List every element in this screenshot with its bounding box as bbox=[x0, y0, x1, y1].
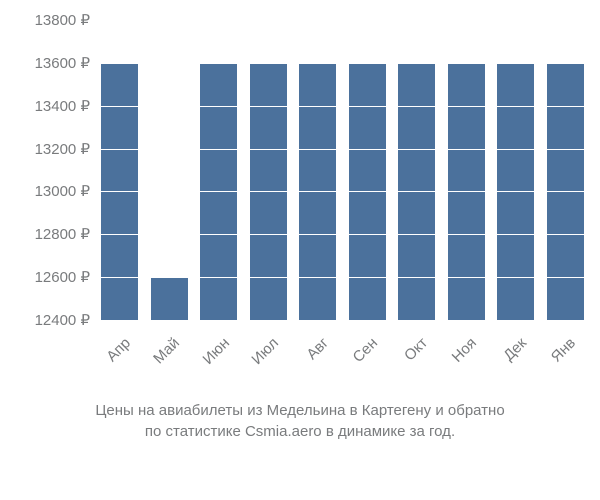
x-tick-label: Янв bbox=[539, 334, 579, 374]
bar bbox=[151, 277, 188, 320]
gridline bbox=[95, 149, 590, 150]
gridline bbox=[95, 277, 590, 278]
y-tick-label: 12800 ₽ bbox=[35, 225, 90, 243]
x-tick-label: Дек bbox=[489, 334, 529, 374]
plot-area bbox=[95, 20, 590, 320]
gridline bbox=[95, 63, 590, 64]
y-tick-label: 12400 ₽ bbox=[35, 311, 90, 329]
x-tick-label: Апр bbox=[93, 334, 133, 374]
y-tick-label: 13800 ₽ bbox=[35, 11, 90, 29]
price-bar-chart: 12400 ₽ 12600 ₽ 12800 ₽ 13000 ₽ 13200 ₽ 13400… bbox=[0, 10, 600, 360]
caption-line-1: Цены на авиабилеты из Медельина в Картег… bbox=[0, 400, 600, 421]
y-tick-label: 13200 ₽ bbox=[35, 140, 90, 158]
x-tick-label: Сен bbox=[341, 334, 381, 374]
y-tick-label: 12600 ₽ bbox=[35, 268, 90, 286]
caption-line-2: по статистике Csmia.aero в динамике за г… bbox=[0, 421, 600, 442]
y-tick-label: 13000 ₽ bbox=[35, 182, 90, 200]
gridline bbox=[95, 234, 590, 235]
chart-caption: Цены на авиабилеты из Медельина в Картег… bbox=[0, 400, 600, 442]
gridline bbox=[95, 106, 590, 107]
x-tick-label: Ноя bbox=[440, 334, 480, 374]
y-tick-label: 13600 ₽ bbox=[35, 54, 90, 72]
x-tick-label: Авг bbox=[291, 334, 331, 374]
gridline bbox=[95, 20, 590, 21]
x-tick-label: Май bbox=[143, 334, 183, 374]
gridline bbox=[95, 191, 590, 192]
y-tick-label: 13400 ₽ bbox=[35, 97, 90, 115]
x-tick-label: Окт bbox=[390, 334, 430, 374]
x-tick-label: Июн bbox=[192, 334, 232, 374]
gridline bbox=[95, 320, 590, 321]
x-tick-label: Июл bbox=[242, 334, 282, 374]
